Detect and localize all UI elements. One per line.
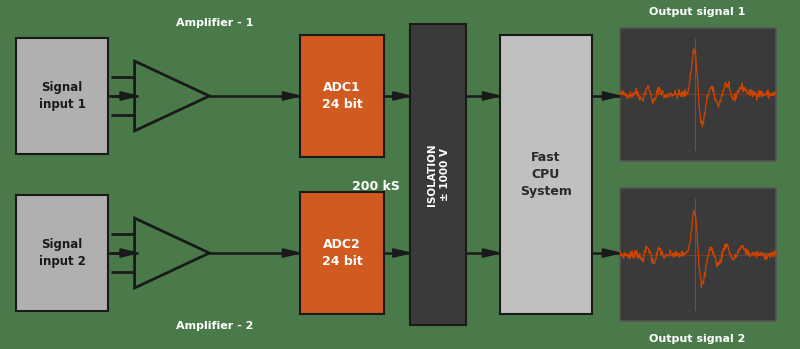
Polygon shape: [134, 218, 210, 288]
Text: Signal
input 2: Signal input 2: [38, 238, 86, 268]
Polygon shape: [602, 249, 620, 257]
Polygon shape: [120, 92, 138, 100]
Polygon shape: [482, 249, 500, 257]
Text: 200 kS: 200 kS: [352, 180, 400, 193]
Text: Signal
input 1: Signal input 1: [38, 81, 86, 111]
Text: Amplifier - 2: Amplifier - 2: [176, 321, 254, 331]
Polygon shape: [282, 249, 300, 257]
Polygon shape: [393, 92, 410, 100]
Text: ADC2
24 bit: ADC2 24 bit: [322, 238, 362, 268]
Polygon shape: [602, 92, 620, 100]
Text: ISOLATION
± 1000 V: ISOLATION ± 1000 V: [427, 143, 450, 206]
Bar: [300, 192, 384, 314]
Bar: [300, 35, 384, 157]
Bar: [16, 38, 108, 154]
Bar: [410, 24, 466, 325]
Bar: [16, 195, 108, 311]
Bar: [620, 188, 776, 321]
Bar: [500, 35, 592, 314]
Text: Output signal 1: Output signal 1: [650, 7, 746, 17]
Polygon shape: [120, 249, 138, 257]
Polygon shape: [393, 249, 410, 257]
Text: ADC1
24 bit: ADC1 24 bit: [322, 81, 362, 111]
Polygon shape: [482, 92, 500, 100]
Text: Amplifier - 1: Amplifier - 1: [176, 18, 254, 28]
Polygon shape: [282, 92, 300, 100]
Text: Fast
CPU
System: Fast CPU System: [520, 151, 572, 198]
Polygon shape: [134, 61, 210, 131]
Text: Output signal 2: Output signal 2: [650, 334, 746, 344]
Bar: [620, 28, 776, 161]
